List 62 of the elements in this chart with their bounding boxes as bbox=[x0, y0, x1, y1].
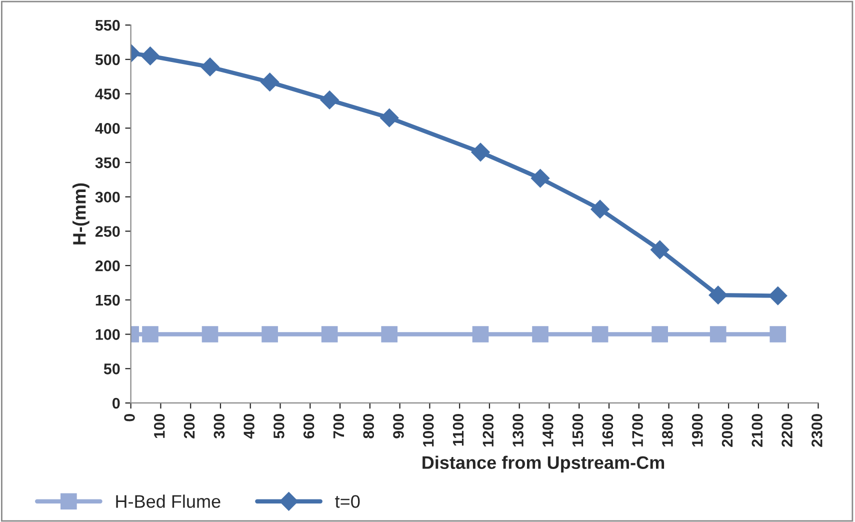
point bbox=[321, 326, 338, 342]
x-tick-label: 1500 bbox=[572, 414, 584, 446]
x-tick-label: 600 bbox=[303, 414, 314, 438]
y-tick-label: 100 bbox=[96, 329, 120, 340]
point bbox=[142, 326, 158, 342]
x-tick-label: 1700 bbox=[632, 414, 644, 446]
y-tick-label: 300 bbox=[95, 192, 120, 203]
x-tick-label: 900 bbox=[393, 414, 404, 438]
y-tick-label: 400 bbox=[95, 122, 120, 134]
x-tick-label: 1300 bbox=[512, 414, 524, 446]
y-tick-label: 0 bbox=[112, 398, 120, 409]
point bbox=[708, 286, 728, 304]
point bbox=[202, 326, 218, 342]
x-tick-label: 1800 bbox=[662, 414, 673, 446]
x-tick-label: 2200 bbox=[782, 414, 792, 447]
x-axis-title: Distance from Upstream-Cm bbox=[422, 456, 664, 473]
x-tick-label: 300 bbox=[214, 414, 225, 439]
x-tick-label: 1600 bbox=[602, 414, 614, 446]
y-tick-label: 550 bbox=[95, 20, 120, 31]
x-tick-label: 100 bbox=[154, 414, 165, 438]
y-tick-label: 450 bbox=[95, 88, 120, 100]
y-tick-label: 500 bbox=[95, 54, 120, 66]
x-tick-label: 0 bbox=[124, 414, 135, 422]
point bbox=[532, 326, 548, 342]
x-tick-label: 2000 bbox=[722, 414, 733, 447]
point bbox=[530, 168, 550, 188]
x-tick-label: 500 bbox=[274, 414, 284, 438]
x-tick-label: 1400 bbox=[542, 414, 554, 446]
point bbox=[768, 286, 788, 306]
y-tick-label: 200 bbox=[95, 260, 120, 272]
x-tick-label: 2100 bbox=[752, 414, 763, 447]
point bbox=[200, 58, 220, 76]
point bbox=[380, 108, 399, 128]
point bbox=[381, 326, 398, 342]
legend-label: H-Bed Flume bbox=[116, 494, 220, 508]
point bbox=[140, 46, 160, 66]
y-axis-title: H-(mm) bbox=[72, 183, 90, 244]
x-tick-label: 400 bbox=[244, 414, 254, 439]
point bbox=[260, 72, 280, 92]
x-tick-label: 700 bbox=[333, 414, 344, 438]
point bbox=[650, 240, 670, 260]
point bbox=[710, 326, 726, 342]
y-tick-label: 50 bbox=[104, 363, 120, 374]
x-tick-label: 1100 bbox=[452, 414, 464, 446]
y-tick-label: 150 bbox=[96, 294, 120, 306]
point bbox=[472, 326, 489, 342]
x-tick-label: 1200 bbox=[482, 414, 494, 446]
x-tick-label: 1900 bbox=[692, 414, 703, 446]
point bbox=[262, 326, 278, 342]
x-tick-label: 2300 bbox=[812, 414, 822, 447]
legend-label: t=0 bbox=[335, 495, 360, 508]
x-tick-label: 200 bbox=[184, 414, 195, 438]
point bbox=[592, 326, 608, 342]
y-tick-label: 250 bbox=[95, 226, 120, 237]
point bbox=[770, 326, 786, 342]
y-tick-label: 350 bbox=[95, 157, 120, 168]
point bbox=[652, 326, 668, 342]
x-tick-label: 1000 bbox=[422, 414, 434, 446]
point bbox=[320, 90, 339, 110]
x-tick-label: 800 bbox=[363, 414, 374, 438]
point bbox=[590, 200, 610, 219]
point bbox=[471, 142, 490, 162]
